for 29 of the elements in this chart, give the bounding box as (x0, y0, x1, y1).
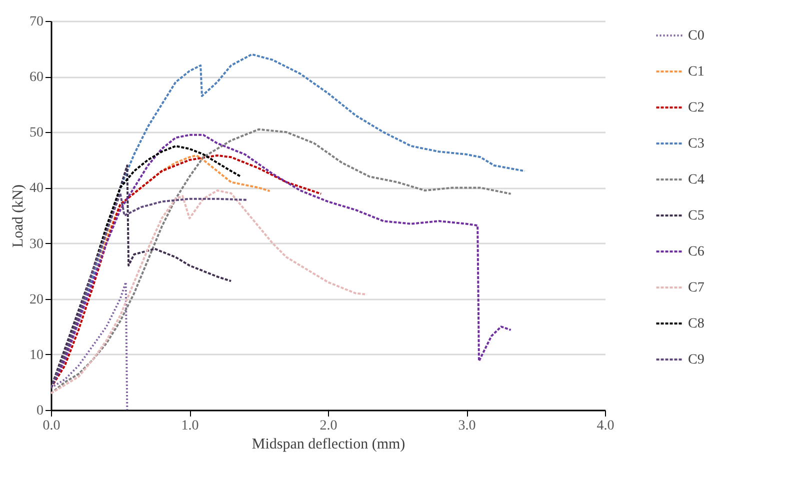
legend-label: C1 (688, 64, 704, 80)
legend-label: C9 (688, 352, 704, 368)
line-series (51, 281, 128, 410)
y-tick-label: 70 (30, 14, 44, 30)
x-tick-label: 0.0 (42, 418, 60, 434)
x-tick-label: 4.0 (596, 418, 614, 434)
legend-label: C5 (688, 208, 704, 224)
line-series (51, 189, 368, 394)
line-series (51, 192, 249, 389)
y-tick-label: 30 (30, 236, 44, 252)
legend-label: C6 (688, 244, 704, 260)
x-tick-label: 1.0 (181, 418, 199, 434)
y-tick-label: 20 (30, 292, 44, 308)
y-tick-label: 50 (30, 126, 44, 141)
legend-label: C4 (688, 172, 704, 188)
legend-label: C0 (688, 28, 704, 44)
y-axis-title: Load (kN) (10, 184, 26, 248)
legend-label: C7 (688, 280, 704, 296)
x-tick-label: 2.0 (320, 418, 338, 434)
legend-label: C8 (688, 316, 704, 332)
y-tick-label: 0 (36, 404, 44, 418)
legend-label: C3 (688, 136, 704, 152)
y-tick-label: 60 (30, 70, 44, 86)
line-series (51, 154, 322, 389)
x-axis-title: Midspan deflection (mm) (252, 436, 406, 452)
y-tick-label: 40 (30, 181, 44, 196)
x-tick-label: 3.0 (458, 418, 476, 434)
y-tick-label: 10 (30, 348, 44, 363)
legend-label: C2 (688, 100, 704, 116)
